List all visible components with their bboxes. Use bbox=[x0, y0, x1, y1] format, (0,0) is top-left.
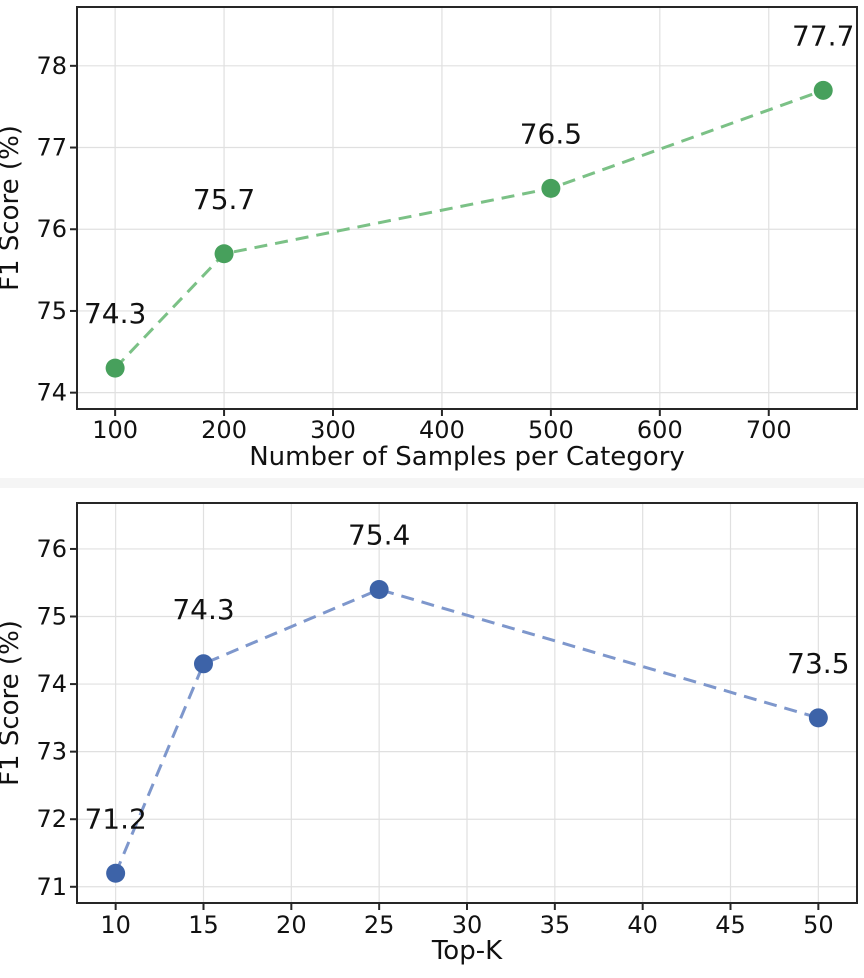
plot-border bbox=[76, 6, 858, 410]
y-tick-label: 74 bbox=[36, 670, 67, 698]
x-tick-label: 20 bbox=[276, 911, 307, 939]
data-line bbox=[114, 587, 819, 874]
data-line bbox=[114, 88, 824, 370]
x-tick-label: 50 bbox=[803, 911, 834, 939]
data-point-label: 76.5 bbox=[520, 117, 582, 150]
x-tick-label: 15 bbox=[188, 911, 219, 939]
x-tick-label: 40 bbox=[627, 911, 658, 939]
data-point-marker bbox=[369, 579, 389, 599]
y-tick-label: 75 bbox=[36, 297, 67, 325]
data-point-marker bbox=[106, 863, 126, 883]
data-point-marker bbox=[105, 358, 125, 378]
f1-vs-samples-svg: 100 200 300 400 500 600 700 74 75 76 77 78 74.3 75.7 7… bbox=[0, 6, 858, 472]
y-tick-label: 75 bbox=[36, 603, 67, 631]
data-point-marker bbox=[214, 244, 234, 264]
samples-f1-chart: 100 200 300 400 500 600 700 74 75 76 77 78 74.3 75.7 7… bbox=[0, 0, 864, 478]
data-point-label: 74.3 bbox=[172, 593, 234, 626]
x-tick-label: 500 bbox=[528, 416, 574, 444]
data-point-label: 75.4 bbox=[348, 518, 410, 551]
x-tick-label: 10 bbox=[100, 911, 131, 939]
data-point-label: 71.2 bbox=[84, 802, 146, 835]
data-point-label: 73.5 bbox=[787, 647, 849, 680]
x-tick-label: 400 bbox=[419, 416, 465, 444]
data-point-marker bbox=[813, 80, 833, 100]
f1-vs-topk-svg: 10 15 20 25 30 35 40 45 50 71 72 73 74 75 76 71.2 74.3 75… bbox=[0, 502, 858, 966]
x-tick-label: 100 bbox=[92, 416, 138, 444]
data-point-label: 75.7 bbox=[193, 183, 255, 216]
y-tick-label: 77 bbox=[36, 134, 67, 162]
x-axis-label: Top-K bbox=[431, 936, 503, 966]
y-tick-label: 72 bbox=[36, 805, 67, 833]
y-tick-label: 76 bbox=[36, 215, 67, 243]
x-tick-label: 600 bbox=[637, 416, 683, 444]
y-tick-label: 78 bbox=[36, 52, 67, 80]
x-tick-label: 45 bbox=[715, 911, 746, 939]
y-tick-label: 73 bbox=[36, 738, 67, 766]
x-tick-label: 30 bbox=[452, 911, 483, 939]
data-point-marker bbox=[808, 708, 828, 728]
data-point-marker bbox=[193, 654, 213, 674]
figure-divider bbox=[0, 478, 864, 488]
data-point-label: 74.3 bbox=[84, 297, 146, 330]
y-axis-label: F1 Score (%) bbox=[0, 620, 25, 786]
x-tick-label: 200 bbox=[201, 416, 247, 444]
y-tick-label: 71 bbox=[36, 873, 67, 901]
x-tick-label: 700 bbox=[746, 416, 792, 444]
x-tick-label: 25 bbox=[364, 911, 395, 939]
y-axis-label: F1 Score (%) bbox=[0, 125, 25, 291]
x-tick-label: 35 bbox=[540, 911, 571, 939]
data-point-label: 77.7 bbox=[792, 19, 854, 52]
y-tick-label: 74 bbox=[36, 379, 67, 407]
y-tick-label: 76 bbox=[36, 535, 67, 563]
x-tick-label: 300 bbox=[310, 416, 356, 444]
x-axis-label: Number of Samples per Category bbox=[249, 442, 685, 472]
data-point-marker bbox=[541, 178, 561, 198]
topk-f1-chart: 10 15 20 25 30 35 40 45 50 71 72 73 74 75 76 71.2 74.3 75… bbox=[0, 488, 864, 978]
